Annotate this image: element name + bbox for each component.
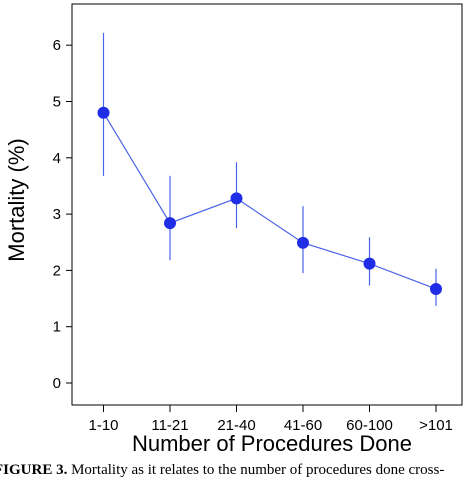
y-tick-label-6: 6 [53, 37, 61, 54]
y-tick-label-0: 0 [53, 375, 61, 392]
data-point-4 [363, 257, 376, 270]
y-axis-title: Mortality (%) [4, 138, 29, 261]
plot-frame [71, 3, 463, 406]
x-axis: 1-10 11-21 21-40 41-60 60-100 >101 [88, 405, 453, 434]
figure-caption-label: FIGURE 3. [0, 462, 68, 478]
x-tick-label-0: 1-10 [88, 417, 118, 434]
x-axis-title: Number of Procedures Done [132, 431, 412, 456]
y-tick-label-5: 5 [53, 94, 61, 111]
error-bars [102, 32, 437, 306]
y-tick-label-1: 1 [53, 319, 61, 336]
data-point-2 [230, 192, 243, 205]
x-tick-label-3: 41-60 [284, 417, 322, 434]
y-tick-label-2: 2 [53, 262, 61, 279]
y-tick-label-3: 3 [53, 206, 61, 223]
figure-caption-text: Mortality as it relates to the number of… [71, 462, 445, 478]
x-tick-label-5: >101 [419, 417, 453, 434]
data-points [97, 106, 442, 295]
data-point-3 [297, 236, 309, 249]
x-tick-label-1: 11-21 [151, 417, 188, 434]
y-tick-label-4: 4 [53, 150, 61, 167]
x-tick-label-4: 60-100 [346, 417, 393, 434]
x-tick-label-2: 21-40 [217, 417, 255, 434]
y-axis: 0 1 2 3 4 5 6 [53, 37, 72, 392]
series-line [102, 112, 437, 290]
data-point-1 [164, 217, 176, 230]
figure-caption: FIGURE 3. Mortality as it relates to the… [0, 462, 474, 481]
data-point-0 [97, 106, 110, 119]
data-point-5 [430, 282, 442, 295]
mortality-chart: 0 1 2 3 4 5 6 1-10 11-21 21-40 41-60 60-100 >101 Mo… [4, 3, 463, 456]
plot-border [71, 3, 463, 406]
series-polyline [102, 112, 437, 290]
